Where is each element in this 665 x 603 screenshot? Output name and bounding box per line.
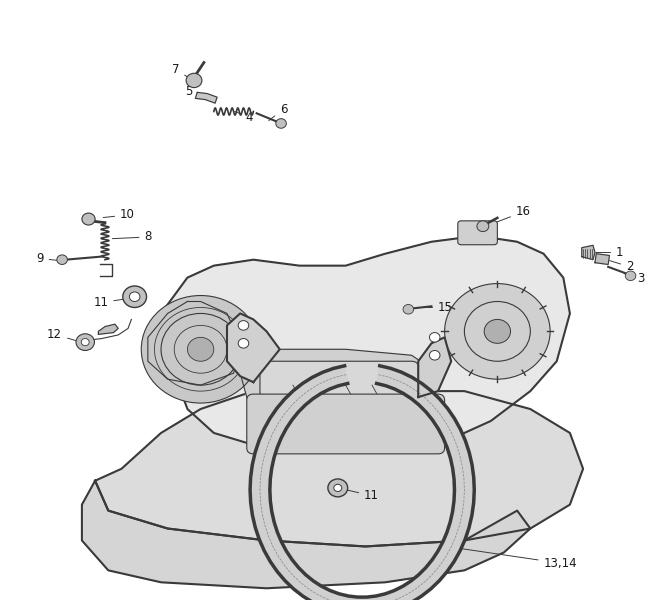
Polygon shape: [595, 254, 609, 265]
Circle shape: [625, 271, 636, 280]
Text: 15: 15: [421, 301, 453, 314]
Text: 13,14: 13,14: [458, 548, 577, 570]
Circle shape: [477, 221, 489, 232]
Circle shape: [186, 74, 202, 87]
Circle shape: [430, 333, 440, 342]
Polygon shape: [418, 337, 451, 397]
Circle shape: [76, 334, 94, 350]
Text: 2: 2: [606, 259, 634, 273]
FancyBboxPatch shape: [458, 221, 497, 245]
Text: 5: 5: [186, 84, 203, 98]
Polygon shape: [98, 324, 118, 334]
Circle shape: [334, 484, 342, 491]
Polygon shape: [196, 92, 217, 103]
Circle shape: [238, 321, 249, 330]
Polygon shape: [95, 391, 583, 546]
Circle shape: [276, 119, 287, 128]
Text: 8: 8: [112, 230, 152, 244]
Text: 16: 16: [495, 206, 531, 223]
Text: 1: 1: [585, 246, 624, 259]
Circle shape: [57, 255, 67, 265]
Polygon shape: [250, 366, 474, 603]
Text: 11: 11: [93, 296, 133, 309]
Polygon shape: [82, 481, 530, 589]
Circle shape: [130, 292, 140, 302]
Text: 11: 11: [340, 488, 379, 502]
Polygon shape: [582, 245, 595, 260]
Text: 7: 7: [172, 63, 193, 80]
Circle shape: [123, 286, 146, 308]
Text: 12: 12: [47, 328, 82, 343]
Text: 9: 9: [36, 252, 59, 265]
FancyBboxPatch shape: [247, 394, 445, 454]
Circle shape: [328, 479, 348, 497]
Circle shape: [445, 283, 550, 379]
Circle shape: [82, 213, 95, 225]
Text: 4: 4: [235, 111, 253, 124]
Circle shape: [403, 305, 414, 314]
Circle shape: [430, 350, 440, 360]
FancyBboxPatch shape: [260, 361, 418, 433]
Polygon shape: [227, 314, 280, 382]
Text: 3: 3: [624, 273, 644, 285]
Polygon shape: [240, 349, 438, 439]
Text: 10: 10: [103, 209, 135, 221]
Circle shape: [81, 338, 89, 346]
Circle shape: [141, 295, 260, 403]
Circle shape: [238, 338, 249, 348]
Circle shape: [484, 320, 511, 343]
Polygon shape: [148, 302, 240, 385]
Circle shape: [188, 337, 214, 361]
Text: 6: 6: [269, 103, 287, 121]
Polygon shape: [161, 236, 570, 451]
